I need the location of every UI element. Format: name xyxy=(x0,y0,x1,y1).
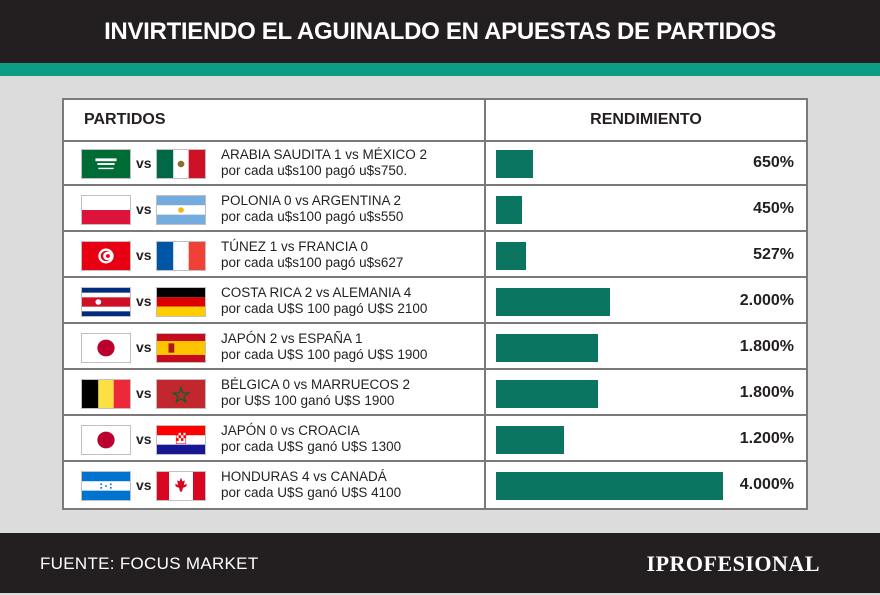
table-row: vs JAPÓN 2 vs ESPAÑA 1 por cada U$S 100 pa… xyxy=(64,326,806,370)
match-result: JAPÓN 2 vs ESPAÑA 1 xyxy=(221,331,363,346)
vs-label: vs xyxy=(136,385,152,401)
match-description: JAPÓN 2 vs ESPAÑA 1 por cada U$S 100 pagó… xyxy=(221,331,427,363)
flag-argentina-icon xyxy=(156,195,206,225)
match-description: BÉLGICA 0 vs MARRUECOS 2 por U$S 100 ganó… xyxy=(221,377,410,409)
flag-belgium-icon xyxy=(81,379,131,409)
table-row: vs POLONIA 0 vs ARGENTINA 2 por cada u$s10… xyxy=(64,188,806,232)
match-result: POLONIA 0 vs ARGENTINA 2 xyxy=(221,193,402,208)
flag-poland-icon xyxy=(81,195,131,225)
table-row: vs HONDURAS 4 vs CANADÁ por cada U$S ganó … xyxy=(64,464,806,508)
match-description: JAPÓN 0 vs CROACIA por cada U$S ganó U$S … xyxy=(221,423,401,455)
rendimiento-bar xyxy=(496,426,564,454)
match-payout: por cada u$s100 pagó u$s750. xyxy=(221,163,408,178)
vs-label: vs xyxy=(136,293,152,309)
flag-croatia-icon xyxy=(156,425,206,455)
match-payout: por cada U$S ganó U$S 1300 xyxy=(221,439,402,454)
match-payout: por cada u$s100 pagó u$s550 xyxy=(221,209,404,224)
match-description: ARABIA SAUDITA 1 vs MÉXICO 2 por cada u$s… xyxy=(221,147,427,179)
rendimiento-bar xyxy=(496,380,598,408)
flag-costa-rica-icon xyxy=(81,287,131,317)
vs-label: vs xyxy=(136,339,152,355)
flag-mexico-icon xyxy=(156,149,206,179)
flag-canada-icon xyxy=(156,471,206,501)
table-row: vs ARABIA SAUDITA 1 vs MÉXICO 2 por cada u… xyxy=(64,142,806,186)
flag-france-icon xyxy=(156,241,206,271)
match-description: COSTA RICA 2 vs ALEMANIA 4 por cada U$S 1… xyxy=(221,285,427,317)
rendimiento-bar xyxy=(496,242,526,270)
flag-morocco-icon xyxy=(156,379,206,409)
header-bar xyxy=(0,0,880,63)
flag-honduras-icon xyxy=(81,471,131,501)
table-header: PARTIDOS RENDIMIENTO xyxy=(64,100,806,142)
rendimiento-value: 450% xyxy=(753,200,794,217)
match-payout: por cada U$S ganó U$S 4100 xyxy=(221,485,402,500)
column-header-rendimiento: RENDIMIENTO xyxy=(590,111,702,128)
match-result: JAPÓN 0 vs CROACIA xyxy=(221,423,360,438)
source-note: FUENTE: FOCUS MARKET xyxy=(40,554,259,573)
table-row: vs TÚNEZ 1 vs FRANCIA 0 por cada u$s100 pa… xyxy=(64,234,806,278)
vs-label: vs xyxy=(136,155,152,171)
flag-japan-icon xyxy=(81,425,131,455)
flag-saudi-arabia-icon xyxy=(81,149,131,179)
rendimiento-value: 1.200% xyxy=(739,430,794,447)
matches-table: PARTIDOS RENDIMIENTO vs ARABIA SAUDITA 1 … xyxy=(62,98,808,510)
match-result: HONDURAS 4 vs CANADÁ xyxy=(221,469,387,484)
rendimiento-bar xyxy=(496,196,522,224)
rendimiento-value: 1.800% xyxy=(739,338,794,355)
rendimiento-value: 650% xyxy=(753,154,794,171)
flag-germany-icon xyxy=(156,287,206,317)
rendimiento-bar xyxy=(496,472,723,500)
flag-japan-icon xyxy=(81,333,131,363)
rendimiento-value: 4.000% xyxy=(739,476,794,493)
match-result: COSTA RICA 2 vs ALEMANIA 4 xyxy=(221,285,412,300)
match-description: POLONIA 0 vs ARGENTINA 2 por cada u$s100 … xyxy=(221,193,403,225)
vs-label: vs xyxy=(136,431,152,447)
rendimiento-value: 2.000% xyxy=(739,292,794,309)
rendimiento-value: 527% xyxy=(753,246,794,263)
match-description: HONDURAS 4 vs CANADÁ por cada U$S ganó U$… xyxy=(221,469,401,501)
match-payout: por cada U$S 100 pagó U$S 1900 xyxy=(221,347,428,362)
table-row: vs COSTA RICA 2 vs ALEMANIA 4 por cada U$S… xyxy=(64,280,806,324)
rendimiento-bar xyxy=(496,288,610,316)
flag-spain-icon xyxy=(156,333,206,363)
match-description: TÚNEZ 1 vs FRANCIA 0 por cada u$s100 pagó… xyxy=(221,239,403,271)
table-row: vs JAPÓN 0 vs CROACIA por cada U$S ganó U$… xyxy=(64,418,806,462)
brand-logo: IPROFESIONAL xyxy=(646,551,820,576)
match-payout: por cada U$S 100 pagó U$S 2100 xyxy=(221,301,428,316)
match-payout: por U$S 100 ganó U$S 1900 xyxy=(221,393,395,408)
rendimiento-bar xyxy=(496,150,533,178)
match-result: TÚNEZ 1 vs FRANCIA 0 xyxy=(221,239,369,254)
column-divider xyxy=(484,100,486,508)
rendimiento-value: 1.800% xyxy=(739,384,794,401)
vs-label: vs xyxy=(136,477,152,493)
match-result: BÉLGICA 0 vs MARRUECOS 2 xyxy=(221,377,411,392)
chart-title: INVIRTIENDO EL AGUINALDO EN APUESTAS DE … xyxy=(104,18,776,45)
rendimiento-bar xyxy=(496,334,598,362)
flag-tunisia-icon xyxy=(81,241,131,271)
table-row: vs BÉLGICA 0 vs MARRUECOS 2 por U$S 100 ga… xyxy=(64,372,806,416)
vs-label: vs xyxy=(136,201,152,217)
vs-label: vs xyxy=(136,247,152,263)
accent-stripe xyxy=(0,63,880,76)
match-result: ARABIA SAUDITA 1 vs MÉXICO 2 xyxy=(221,147,428,162)
column-header-partidos: PARTIDOS xyxy=(84,111,166,128)
match-payout: por cada u$s100 pagó u$s627 xyxy=(221,255,404,270)
footer-bar xyxy=(0,533,880,593)
